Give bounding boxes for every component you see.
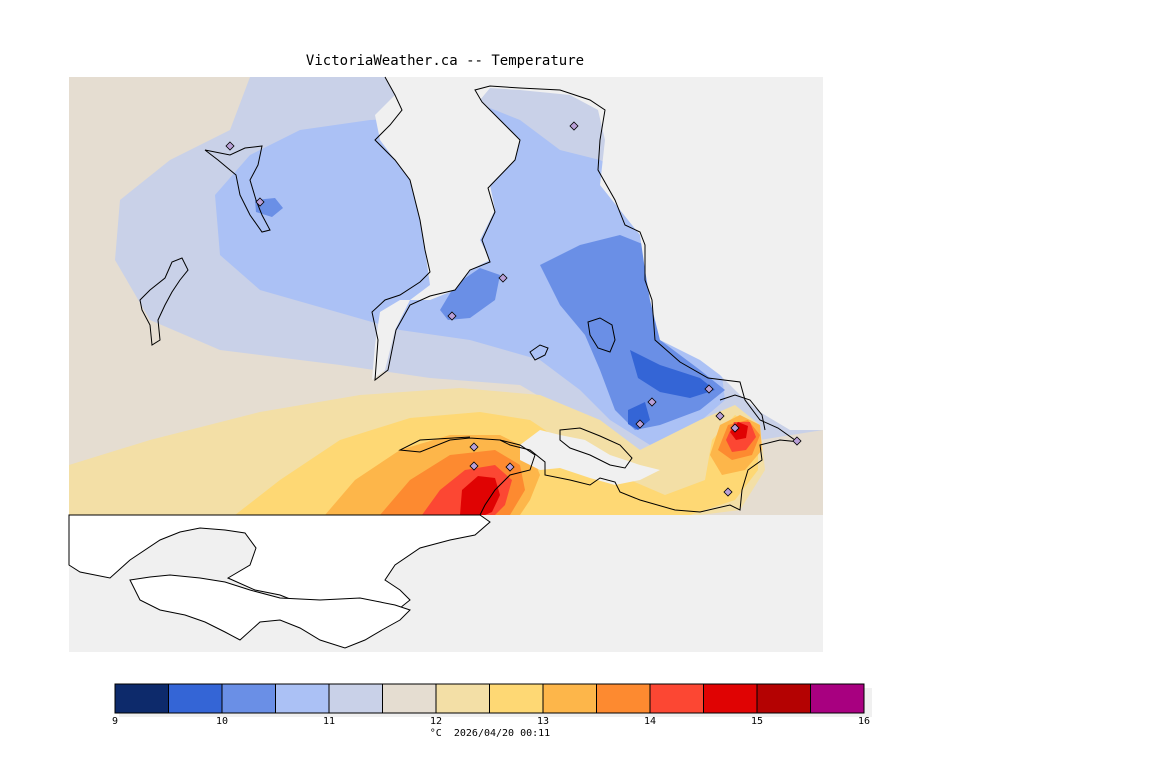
contour-9.5-10-b	[628, 402, 650, 430]
station-marker	[469, 461, 479, 471]
legend-swatch	[756, 683, 811, 714]
coast-lake	[587, 317, 616, 353]
station-marker	[469, 442, 479, 452]
station-marker	[447, 311, 457, 321]
legend-swatch	[810, 683, 865, 714]
coast-oak-bay	[719, 394, 766, 431]
legend-swatch	[435, 683, 490, 714]
legend-swatch	[489, 683, 544, 714]
legend-tick-label: 11	[322, 716, 336, 727]
station-marker	[498, 273, 508, 283]
station-marker	[225, 141, 235, 151]
coast-inlet-west	[204, 145, 271, 233]
legend-swatch	[596, 683, 651, 714]
water-harbour	[520, 430, 660, 485]
station-marker	[647, 397, 657, 407]
station-marker	[569, 121, 579, 131]
land-south-peninsula	[129, 574, 411, 649]
legend-tick-label: 16	[857, 716, 871, 727]
legend-footer: °C 2026/04/20 00:11	[380, 728, 600, 739]
legend-swatch	[542, 683, 597, 714]
legend-swatch	[275, 683, 330, 714]
legend-swatch	[703, 683, 758, 714]
legend-swatch	[221, 683, 276, 714]
legend-swatch	[114, 683, 169, 714]
legend-tick-label: 15	[750, 716, 764, 727]
station-marker	[255, 197, 265, 207]
station-marker	[723, 487, 733, 497]
legend-swatch	[382, 683, 437, 714]
station-markers	[225, 121, 802, 497]
coastlines	[139, 76, 801, 516]
contour-14.5-15	[460, 476, 500, 515]
coast-west-shore	[479, 439, 536, 516]
legend-swatch	[168, 683, 223, 714]
coast-west-lake	[139, 257, 189, 346]
legend-unit: °C	[429, 728, 442, 739]
chart-title: VictoriaWeather.ca -- Temperature	[305, 53, 585, 69]
station-marker	[505, 462, 515, 472]
contour-9.5-10	[630, 350, 715, 398]
legend-tick-label: 10	[215, 716, 229, 727]
coast-island-small	[529, 344, 549, 361]
station-marker	[704, 384, 714, 394]
legend-swatch	[328, 683, 383, 714]
legend-tick-label: 9	[111, 716, 119, 727]
legend-tick-label: 12	[429, 716, 443, 727]
contour-10-10.5-b	[440, 268, 500, 320]
legend-swatch	[649, 683, 704, 714]
color-legend	[114, 683, 872, 717]
station-marker	[792, 436, 802, 446]
station-marker	[715, 411, 725, 421]
legend-tick-label: 14	[643, 716, 657, 727]
water-inlet-east	[372, 77, 823, 430]
station-marker	[635, 419, 645, 429]
legend-timestamp: 2026/04/20 00:11	[453, 728, 551, 739]
legend-tick-label: 13	[536, 716, 550, 727]
coast-inner-harbour	[559, 427, 633, 469]
station-marker	[730, 423, 740, 433]
coast-harbour	[398, 436, 501, 453]
coast-saanich-west	[371, 76, 801, 513]
